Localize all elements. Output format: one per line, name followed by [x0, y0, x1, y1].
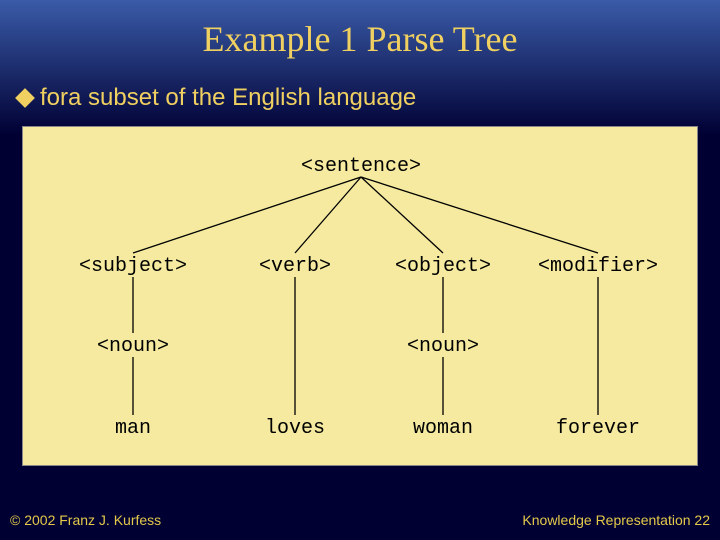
tree-node-sentence: <sentence>: [301, 155, 421, 178]
tree-node-noun1: <noun>: [97, 335, 169, 358]
tree-node-forever: forever: [556, 417, 640, 440]
tree-node-subject: <subject>: [79, 255, 187, 278]
tree-node-loves: loves: [265, 417, 325, 440]
bullet-rest: a subset of the English language: [68, 84, 416, 112]
tree-node-man: man: [115, 417, 151, 440]
bullet-prefix: for: [40, 84, 68, 112]
tree-node-object: <object>: [395, 255, 491, 278]
footer-page: 22: [694, 512, 710, 528]
footer-right: Knowledge Representation 22: [522, 512, 710, 528]
tree-node-modifier: <modifier>: [538, 255, 658, 278]
tree-node-woman: woman: [413, 417, 473, 440]
bullet-row: for a subset of the English language: [0, 60, 720, 126]
tree-panel: <sentence> <subject> <verb> <object> <modifi…: [22, 126, 698, 466]
footer-label: Knowledge Representation: [522, 512, 690, 528]
diamond-icon: [15, 88, 35, 108]
tree-node-noun2: <noun>: [407, 335, 479, 358]
copyright: © 2002 Franz J. Kurfess: [10, 512, 161, 528]
tree-node-verb: <verb>: [259, 255, 331, 278]
footer: © 2002 Franz J. Kurfess Knowledge Repres…: [0, 512, 720, 528]
page-title: Example 1 Parse Tree: [0, 0, 720, 60]
